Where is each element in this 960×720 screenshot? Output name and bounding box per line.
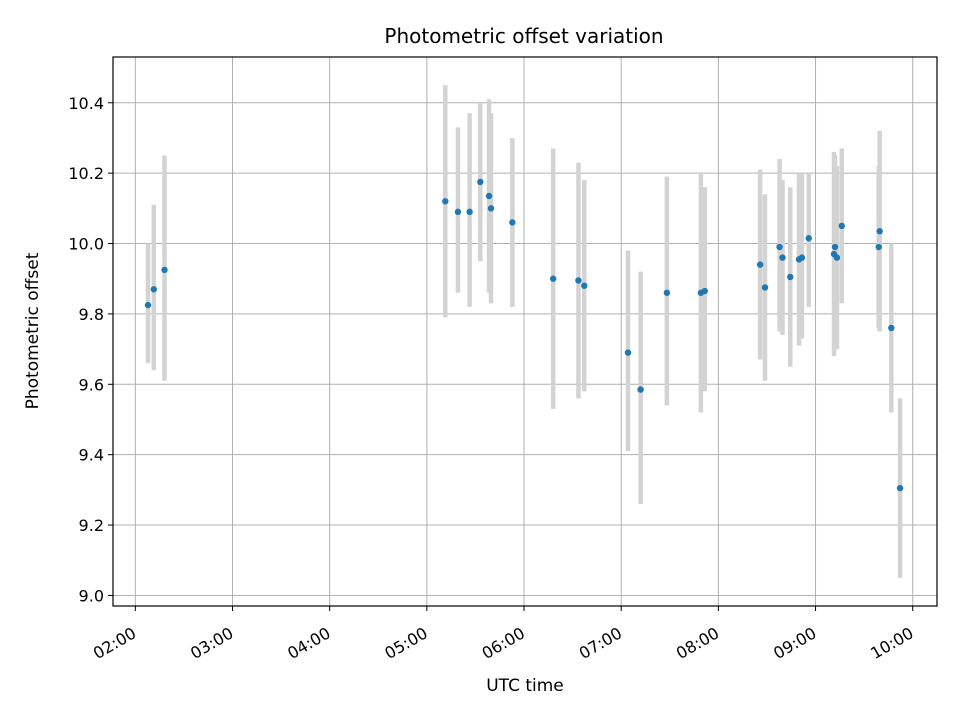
data-point: [756, 261, 764, 268]
data-point: [798, 254, 806, 261]
data-point: [833, 254, 841, 261]
data-point: [454, 208, 462, 216]
data-point: [896, 484, 904, 492]
data-point: [509, 219, 516, 226]
y-axis-label: Photometric offset: [23, 252, 43, 409]
y-tick-label: 9.6: [79, 375, 104, 394]
data-point: [442, 198, 449, 205]
data-point: [549, 275, 557, 282]
y-tick-label: 10.0: [68, 235, 104, 254]
data-point: [487, 205, 495, 212]
y-tick-label: 10.4: [68, 94, 104, 113]
y-tick-label: 9.0: [79, 586, 104, 605]
data-point: [637, 386, 644, 393]
data-point: [663, 289, 671, 296]
data-point: [581, 282, 588, 289]
data-point: [838, 222, 845, 230]
data-point: [787, 273, 794, 281]
data-point: [701, 287, 708, 295]
data-point: [485, 192, 493, 200]
data-point: [150, 286, 158, 293]
y-tick-label: 10.2: [68, 164, 104, 183]
data-point: [761, 284, 769, 291]
data-point: [144, 301, 152, 309]
data-point: [876, 228, 883, 235]
y-axis-ticks: 9.0 9.2 9.4 9.6 9.8 10.0 10.2 10.4: [68, 94, 113, 605]
y-tick-label: 9.8: [79, 305, 104, 324]
data-point: [779, 254, 786, 261]
data-point: [624, 349, 632, 356]
data-point: [161, 266, 168, 274]
data-point: [776, 243, 783, 251]
data-point: [831, 243, 839, 251]
y-tick-label: 9.4: [79, 446, 104, 465]
y-tick-label: 9.2: [79, 516, 104, 535]
data-point: [805, 235, 812, 242]
data-point: [875, 243, 882, 251]
plot-frame: [112, 56, 938, 607]
grid: [113, 57, 937, 606]
x-axis-label: UTC time: [486, 676, 564, 696]
data-point: [466, 208, 473, 216]
data-point: [888, 324, 895, 332]
data-point: [477, 178, 484, 186]
data-points: [144, 178, 904, 492]
data-point: [575, 277, 582, 284]
chart-title: Photometric offset variation: [384, 24, 663, 48]
